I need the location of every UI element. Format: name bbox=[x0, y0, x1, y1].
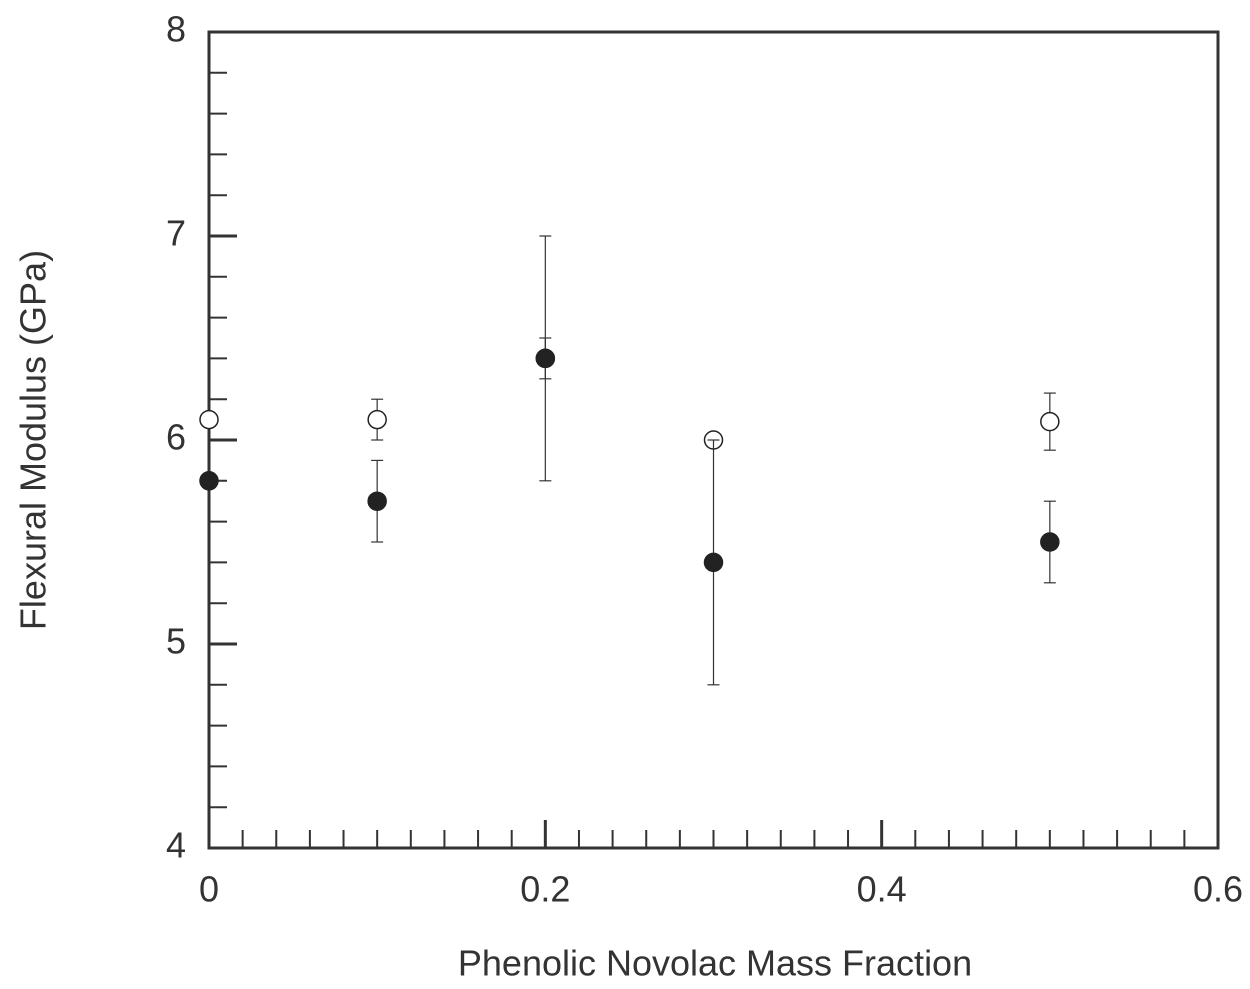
data-point bbox=[367, 491, 387, 511]
data-point bbox=[1040, 411, 1060, 432]
data-point bbox=[703, 552, 724, 573]
y-axis-title: Flexural Modulus (GPa) bbox=[13, 250, 54, 630]
x-tick-label: 0.4 bbox=[857, 869, 907, 910]
data-point bbox=[535, 348, 556, 369]
x-axis-title: Phenolic Novolac Mass Fraction bbox=[458, 943, 972, 984]
x-tick-label: 0.6 bbox=[1193, 869, 1243, 910]
data-point bbox=[1040, 532, 1060, 552]
y-tick-label: 6 bbox=[166, 417, 186, 458]
y-tick-label: 8 bbox=[166, 9, 186, 50]
data-point bbox=[199, 471, 219, 491]
y-tick-label: 4 bbox=[166, 825, 186, 866]
y-tick-label: 5 bbox=[166, 621, 186, 662]
data-point bbox=[367, 409, 387, 430]
data-point bbox=[199, 409, 219, 430]
x-tick-label: 0.2 bbox=[520, 869, 570, 910]
y-tick-label: 7 bbox=[166, 213, 186, 254]
x-tick-label: 0 bbox=[199, 869, 219, 910]
